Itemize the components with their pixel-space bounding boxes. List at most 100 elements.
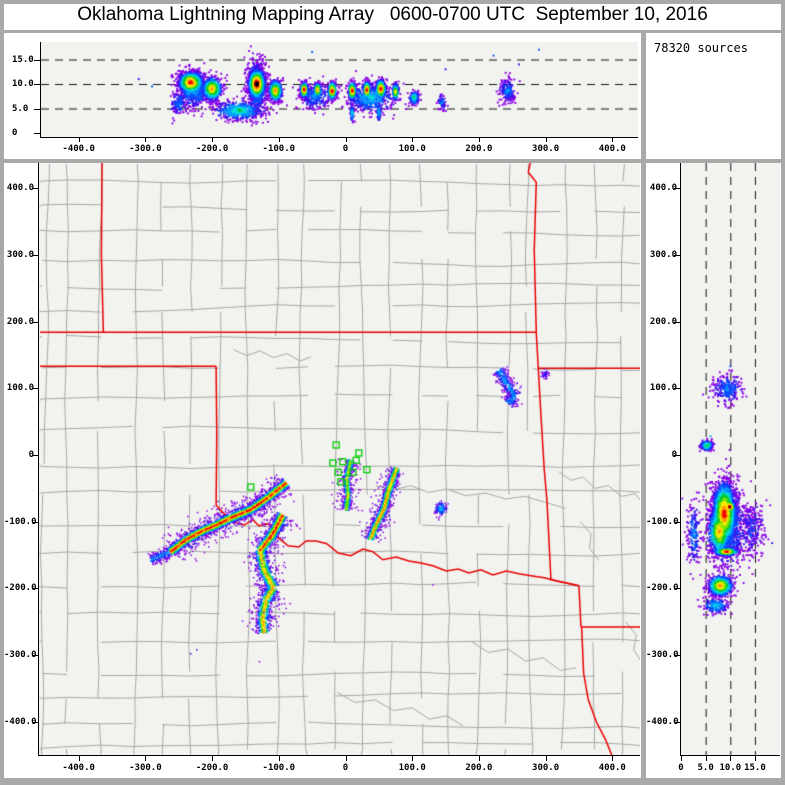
tick-label: -400.0 [62, 763, 95, 773]
alt-ew-plot-area[interactable] [40, 42, 638, 138]
source-count-label: 78320 sources [654, 41, 748, 55]
plan-view-canvas[interactable] [39, 163, 640, 755]
axis-tick [32, 588, 38, 590]
tick-label: 0 [342, 144, 349, 154]
axis-tick [674, 455, 680, 456]
axis-tick [674, 721, 680, 723]
tick-label: 400.0 [649, 183, 677, 194]
axis-tick [32, 521, 38, 523]
axis-tick [212, 756, 214, 761]
axis-tick [145, 137, 147, 142]
axis-tick [674, 321, 680, 323]
tick-label: 200.0 [6, 316, 34, 327]
axis-tick [32, 721, 38, 723]
axis-tick [34, 59, 40, 61]
tick-label: 300.0 [532, 144, 560, 154]
alt-ns-canvas[interactable] [681, 163, 780, 755]
tick-label: -200.0 [195, 763, 229, 773]
tick-label: 100.0 [398, 763, 426, 773]
axis-tick [612, 137, 614, 142]
axis-tick [212, 137, 214, 142]
axis-tick [34, 133, 40, 134]
tick-label: 10.0 [719, 763, 742, 773]
tick-label: -200.0 [4, 583, 37, 594]
panel-altitude-vs-northsouth: 400.0 300.0 200.0 100.0 0 -100.0 -200.0 -300.0 -… [646, 163, 781, 778]
axis-tick [705, 756, 707, 761]
tick-label: 15.0 [12, 54, 34, 65]
axis-tick [674, 254, 680, 256]
axis-tick [412, 756, 414, 761]
tick-label: -200.0 [646, 583, 679, 594]
tick-label: -100.0 [262, 763, 296, 773]
axis-tick [32, 188, 38, 190]
tick-label: -200.0 [195, 144, 229, 154]
axis-tick [78, 137, 80, 142]
tick-label: 300.0 [532, 763, 560, 773]
tick-label: 100.0 [649, 383, 677, 394]
tick-label: 5.0 [697, 763, 714, 773]
tick-label: 10.0 [12, 79, 34, 89]
axis-tick [674, 588, 680, 590]
axis-tick [345, 137, 347, 142]
axis-tick [754, 756, 756, 761]
tick-label: -300.0 [646, 650, 679, 661]
tick-label: 0 [678, 763, 684, 773]
axis-tick [32, 254, 38, 256]
tick-label: -400.0 [4, 716, 37, 727]
axis-tick [32, 655, 38, 657]
axis-tick [278, 756, 280, 761]
axis-tick [674, 521, 680, 523]
tick-label: 300.0 [6, 249, 34, 260]
tick-label: 5.0 [12, 103, 29, 114]
tick-label: 400.0 [6, 183, 34, 194]
tick-label: 0 [342, 763, 349, 773]
tick-label: -300.0 [4, 650, 37, 661]
tick-label: 100.0 [6, 383, 34, 394]
tick-label: 300.0 [649, 249, 677, 260]
axis-tick [412, 137, 414, 142]
axis-tick [145, 756, 147, 761]
axis-tick [674, 388, 680, 390]
tick-label: -300.0 [129, 763, 162, 773]
axis-tick [674, 655, 680, 657]
axis-tick [32, 321, 38, 323]
axis-tick [278, 137, 280, 142]
axis-tick [345, 756, 347, 761]
tick-label: 0 [28, 450, 34, 460]
tick-label: -100.0 [4, 516, 37, 527]
panel-altitude-vs-eastwest: -400.0 -300.0 -200.0 -100.0 0 100.0 200.0 300.0… [4, 33, 641, 159]
alt-ns-plot-area[interactable] [680, 163, 780, 756]
axis-tick [730, 756, 732, 761]
axis-tick [34, 84, 40, 85]
tick-label: -100.0 [262, 144, 296, 154]
axis-tick [674, 188, 680, 190]
axis-tick [478, 137, 480, 142]
alt-ew-canvas[interactable] [41, 42, 638, 137]
plan-view-plot-area[interactable] [38, 163, 640, 756]
tick-label: 400.0 [598, 763, 626, 773]
axis-tick [32, 455, 38, 456]
axis-tick [34, 108, 40, 110]
tick-label: 400.0 [598, 144, 626, 154]
axis-tick [612, 756, 614, 761]
tick-label: -100.0 [646, 516, 679, 527]
tick-label: -400.0 [646, 716, 679, 727]
tick-label: -400.0 [62, 144, 95, 154]
axis-tick [78, 756, 80, 761]
axis-tick [545, 756, 547, 761]
axis-tick [545, 137, 547, 142]
tick-label: 100.0 [398, 144, 426, 154]
title-bar: Oklahoma Lightning Mapping Array 0600-07… [4, 4, 781, 30]
tick-label: 0 [12, 128, 18, 138]
axis-tick [478, 756, 480, 761]
panel-source-count: 78320 sources [646, 33, 781, 159]
tick-label: 200.0 [465, 144, 493, 154]
tick-label: 200.0 [649, 316, 677, 327]
tick-label: 15.0 [744, 763, 766, 773]
tick-label: -300.0 [129, 144, 162, 154]
tick-label: 0 [671, 450, 677, 460]
axis-tick [681, 756, 682, 761]
tick-label: 200.0 [465, 763, 493, 773]
axis-tick [32, 388, 38, 390]
